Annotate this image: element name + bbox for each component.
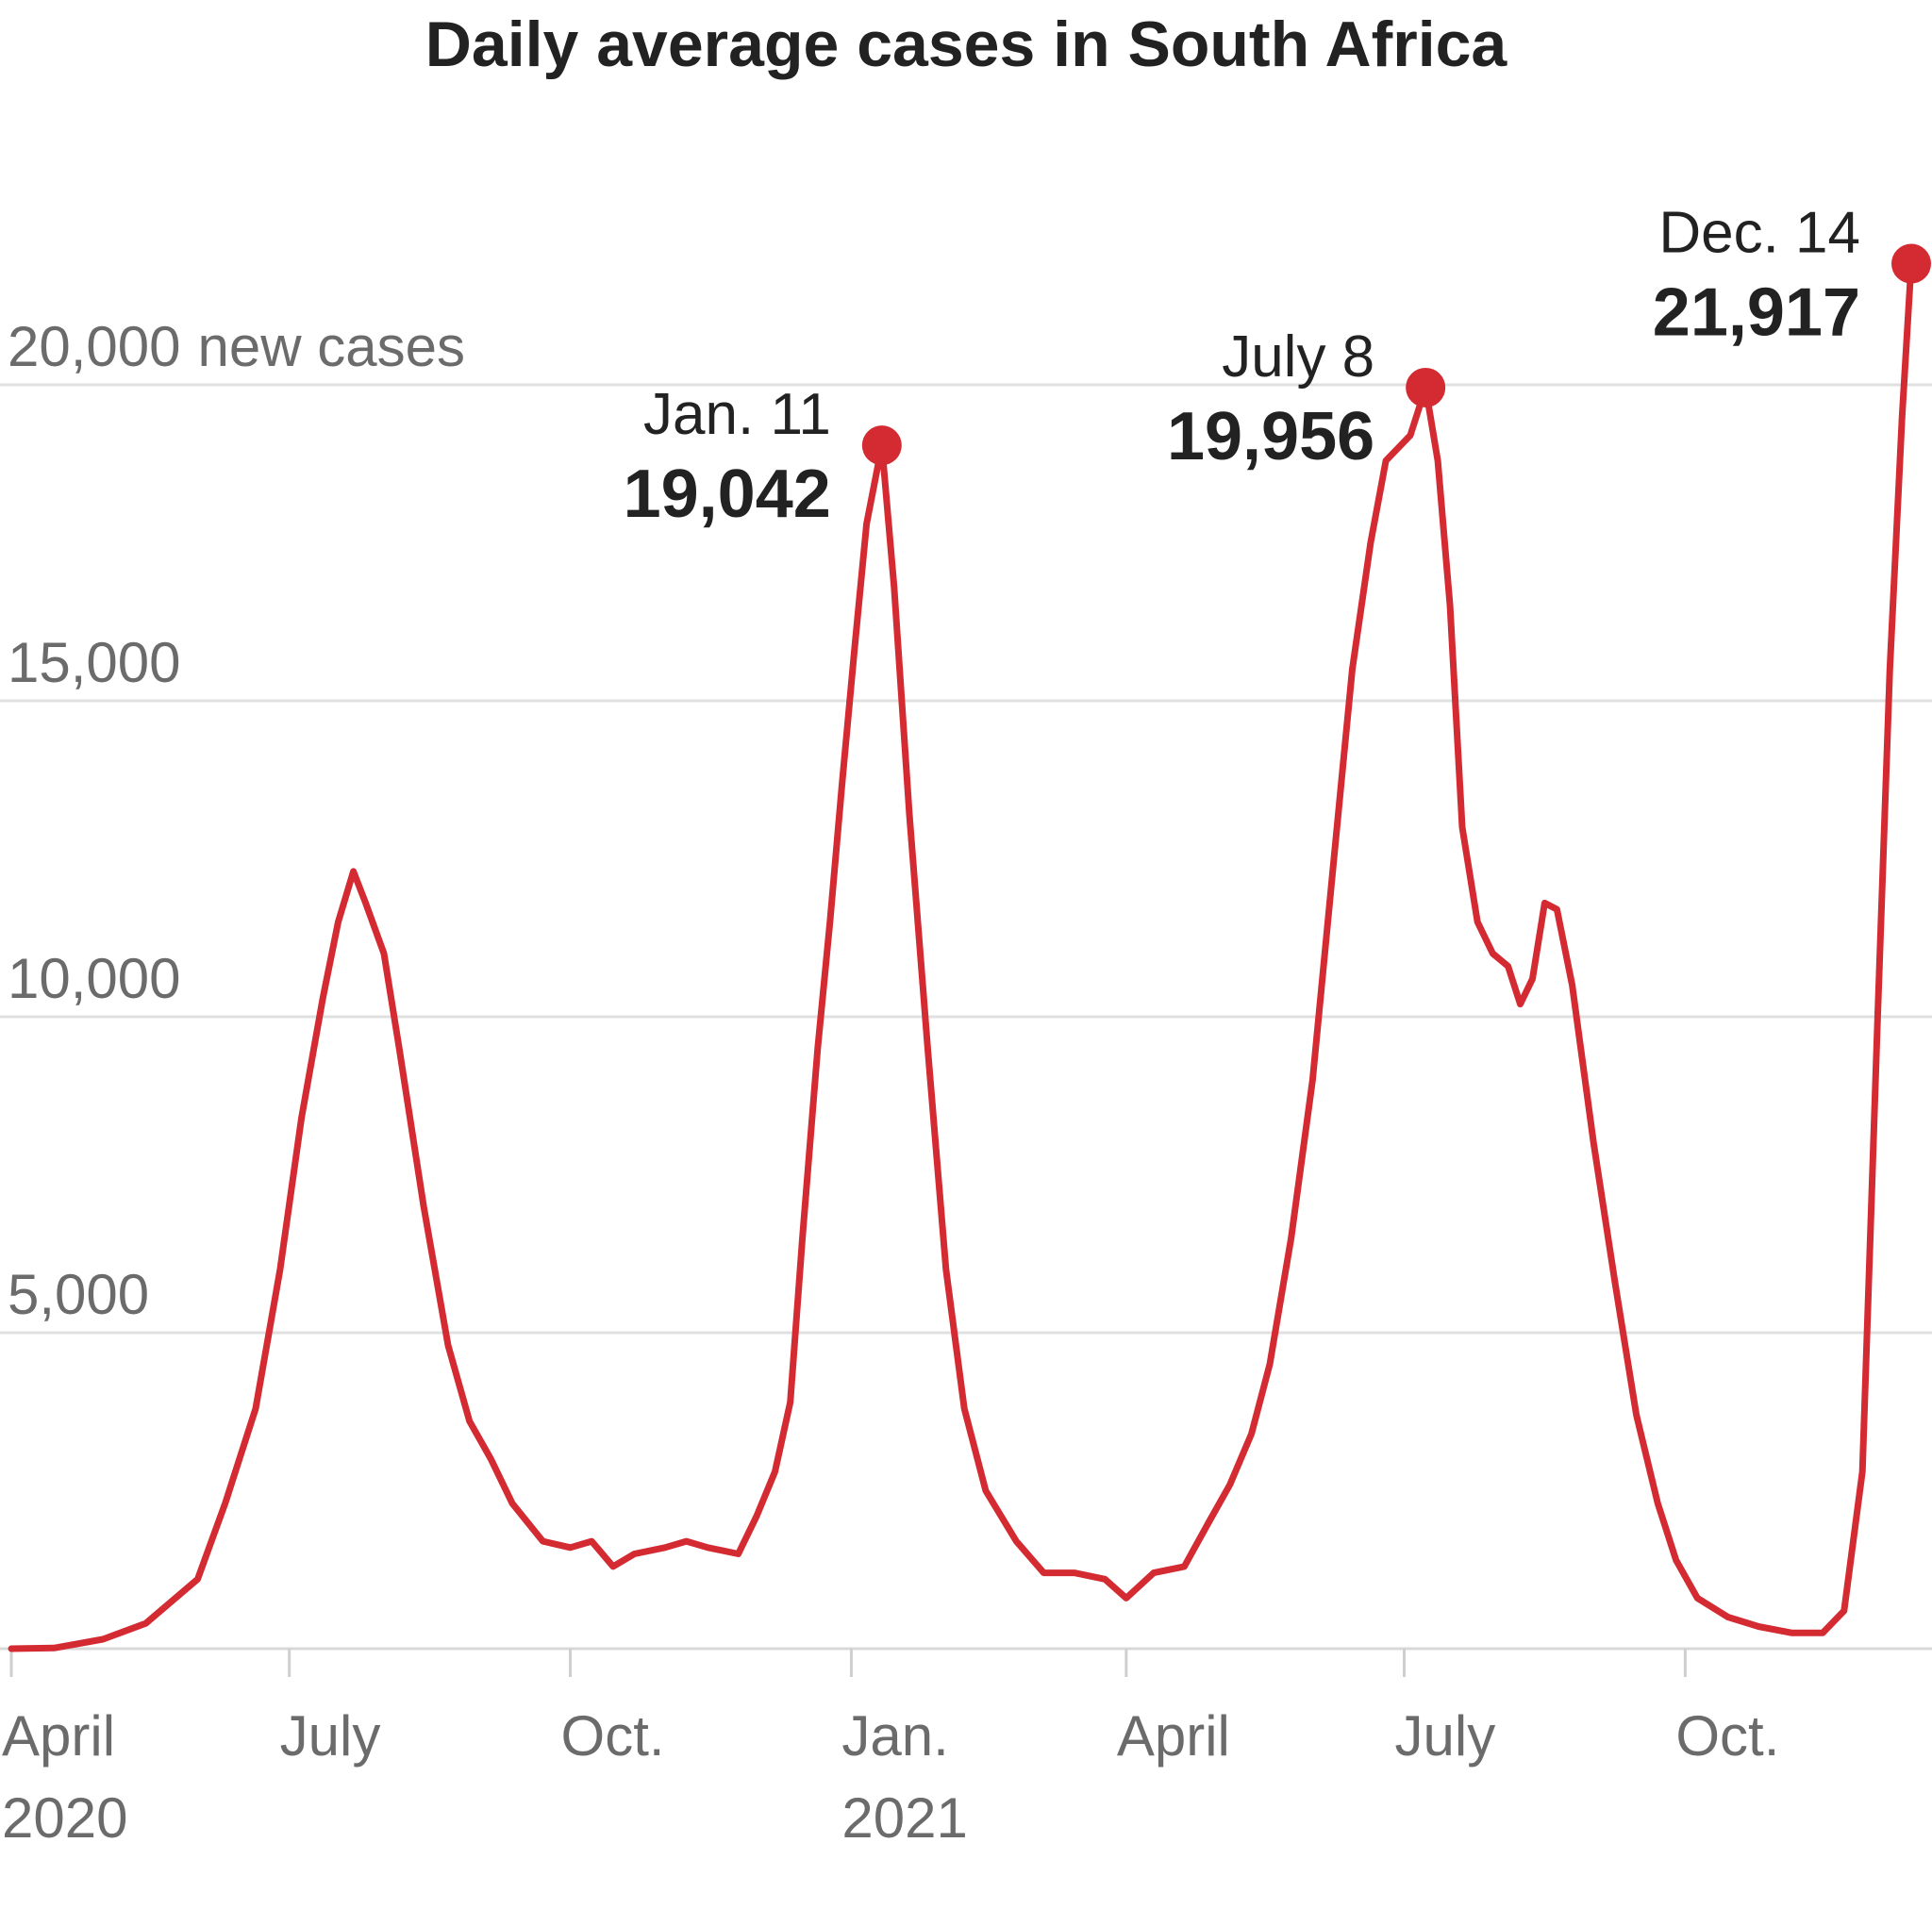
peak-value-label: 19,956 bbox=[1167, 399, 1374, 474]
y-tick-label: 5,000 bbox=[8, 1263, 149, 1326]
x-tick-year: 2021 bbox=[841, 1786, 967, 1850]
peak-marker bbox=[1891, 243, 1931, 284]
peak-marker bbox=[861, 425, 902, 466]
y-axis: 5,000 10,000 15,000 20,000 new cases bbox=[8, 315, 465, 1326]
peak-marker bbox=[1406, 367, 1446, 407]
annotations: Jan. 11 19,042 July 8 19,956 Dec. 14 21,917 bbox=[624, 201, 1931, 532]
x-tick-year: 2020 bbox=[2, 1786, 127, 1850]
x-tick-label: July bbox=[1395, 1704, 1496, 1768]
peak-value-label: 19,042 bbox=[624, 456, 831, 532]
x-tick-label: Oct. bbox=[1675, 1704, 1779, 1768]
y-tick-label: 15,000 bbox=[8, 631, 181, 694]
series-line bbox=[8, 260, 1915, 1652]
peak-date-label: Jan. 11 bbox=[643, 382, 831, 447]
x-tick-label: April bbox=[2, 1704, 115, 1768]
x-tick-label: Jan. bbox=[841, 1704, 948, 1768]
x-tick-label: Oct. bbox=[561, 1704, 665, 1768]
x-tick-label: July bbox=[280, 1704, 381, 1768]
y-tick-label: 20,000 new cases bbox=[8, 315, 465, 378]
y-axis-unit: new cases bbox=[198, 315, 465, 378]
x-axis: April 2020 July Oct. Jan. 2021 April July Oct. bbox=[2, 1649, 1779, 1850]
x-tick-label: April bbox=[1117, 1704, 1230, 1768]
grid-layer bbox=[0, 383, 1932, 1651]
y-tick-label: 10,000 bbox=[8, 947, 181, 1010]
peak-date-label: Dec. 14 bbox=[1658, 201, 1860, 266]
peak-date-label: July 8 bbox=[1222, 324, 1374, 390]
chart-title: Daily average cases in South Africa bbox=[425, 8, 1508, 80]
peak-value-label: 21,917 bbox=[1653, 275, 1860, 351]
